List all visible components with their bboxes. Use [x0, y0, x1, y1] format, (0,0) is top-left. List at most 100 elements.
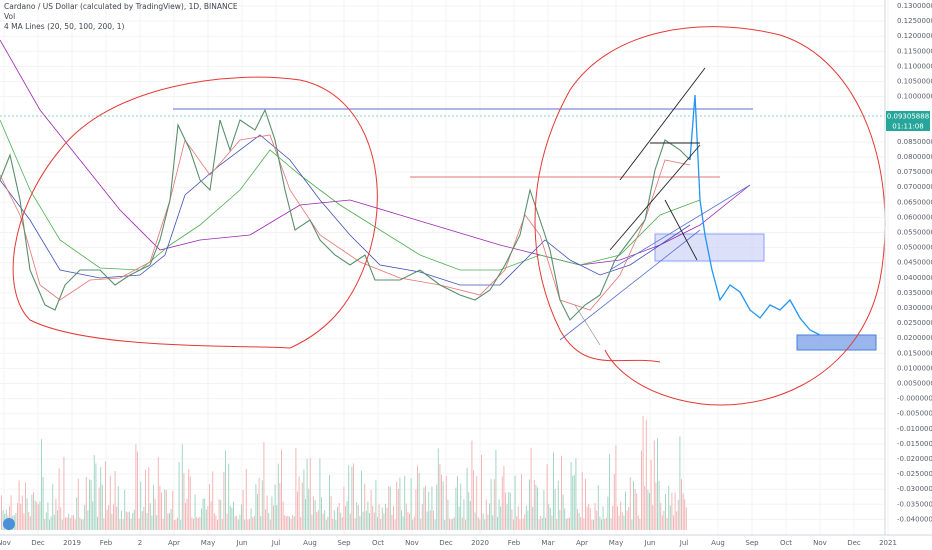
volume-bar: [162, 518, 164, 530]
volume-bar: [277, 463, 279, 530]
volume-bar: [199, 516, 201, 530]
volume-bar: [101, 484, 103, 530]
volume-bar: [609, 453, 610, 530]
volume-bar: [561, 455, 562, 530]
tv-logo[interactable]: [3, 518, 15, 530]
volume-bar: [28, 512, 30, 530]
time-label: Aug: [711, 539, 725, 547]
volume-bar: [501, 476, 503, 530]
volume-bar: [585, 479, 586, 530]
volume-bar: [575, 458, 577, 530]
volume-bar: [625, 491, 626, 530]
price-label: -0.04000000: [897, 515, 932, 523]
volume-bar: [92, 501, 94, 530]
volume-bar: [509, 492, 511, 530]
volume-bar: [129, 511, 130, 530]
volume-bar: [313, 496, 314, 530]
volume-bar: [493, 479, 495, 530]
volume-bar: [620, 501, 622, 530]
volume-bar: [380, 518, 382, 530]
volume-bar: [674, 492, 676, 530]
channel-line: [619, 67, 706, 181]
volume-bar: [612, 505, 614, 530]
volume-bar: [521, 474, 522, 530]
volume-bar: [473, 470, 474, 530]
volume-bar: [633, 481, 634, 530]
time-label: Nov: [405, 539, 419, 547]
volume-bar: [105, 461, 106, 530]
volume-bar: [484, 519, 486, 530]
price-label: 0.05000000: [897, 244, 932, 252]
volume-bar: [532, 506, 534, 530]
volume-bar: [537, 487, 538, 530]
volume-bar: [159, 485, 161, 530]
volume-bar: [676, 511, 678, 530]
volume-bar: [213, 513, 215, 530]
volume-bar: [546, 464, 548, 530]
volume-bar: [17, 503, 18, 530]
volume-bar: [321, 497, 322, 530]
volume-bar: [397, 488, 399, 530]
time-label: Apr: [576, 539, 588, 547]
volume-bar: [338, 502, 340, 530]
target-box: [796, 334, 877, 351]
volume-bar: [349, 513, 351, 530]
volume-bar: [249, 518, 250, 530]
volume-bar: [316, 512, 318, 530]
volume-bar: [514, 475, 516, 530]
volume-bar: [135, 444, 137, 530]
volume-bar: [194, 494, 196, 530]
volume-bar: [634, 489, 636, 530]
volume-bar: [365, 510, 367, 530]
volume-bar: [2, 510, 4, 530]
volume-bar: [359, 516, 361, 530]
volume-bar: [90, 480, 92, 530]
volume-bar: [653, 440, 655, 530]
volume-bar: [601, 519, 602, 530]
volume-bar: [401, 510, 402, 530]
volume-bar: [324, 510, 326, 530]
volume-bar: [452, 518, 454, 530]
volume-bar: [666, 517, 668, 530]
volume-bar: [153, 484, 154, 530]
volume-bar: [260, 516, 262, 530]
volume-bar: [154, 498, 156, 530]
price-label: -0.00500000: [897, 410, 932, 418]
volume-bar: [295, 447, 297, 530]
volume-bar: [21, 495, 23, 530]
price-label: 0.03000000: [897, 304, 932, 312]
volume-bar: [247, 519, 249, 530]
volume-bar: [553, 452, 554, 530]
volume-bar: [85, 476, 87, 530]
volume-bar: [9, 505, 10, 530]
volume-bar: [621, 512, 623, 530]
volume-bar: [60, 507, 62, 530]
volume-bar: [481, 454, 482, 530]
volume-bar: [489, 503, 490, 530]
volume-bar: [497, 516, 498, 530]
volume-bar: [193, 518, 194, 530]
volume-bar: [404, 475, 406, 530]
volume-bar: [362, 511, 364, 530]
time-label: 2020: [471, 539, 489, 547]
volume-bar: [669, 505, 671, 530]
volume-bar: [65, 517, 66, 530]
volume-bar: [356, 502, 358, 530]
drawn-circle: [534, 26, 886, 406]
volume-bar: [57, 510, 58, 530]
volume-bar: [212, 471, 214, 530]
volume-bar: [559, 509, 561, 530]
volume-bar: [258, 477, 260, 530]
volume-bar: [617, 506, 618, 530]
volume-bar: [527, 510, 529, 530]
volume-bar: [327, 516, 329, 530]
volume-bar: [525, 505, 527, 530]
volume-bar: [29, 516, 31, 530]
volume-bar: [591, 519, 593, 530]
volume-bar: [508, 492, 510, 530]
volume-bar: [517, 506, 519, 530]
volume-bar: [572, 475, 574, 530]
volume-bar: [204, 498, 206, 530]
volume-bar: [498, 499, 500, 530]
volume-bar: [367, 501, 369, 530]
